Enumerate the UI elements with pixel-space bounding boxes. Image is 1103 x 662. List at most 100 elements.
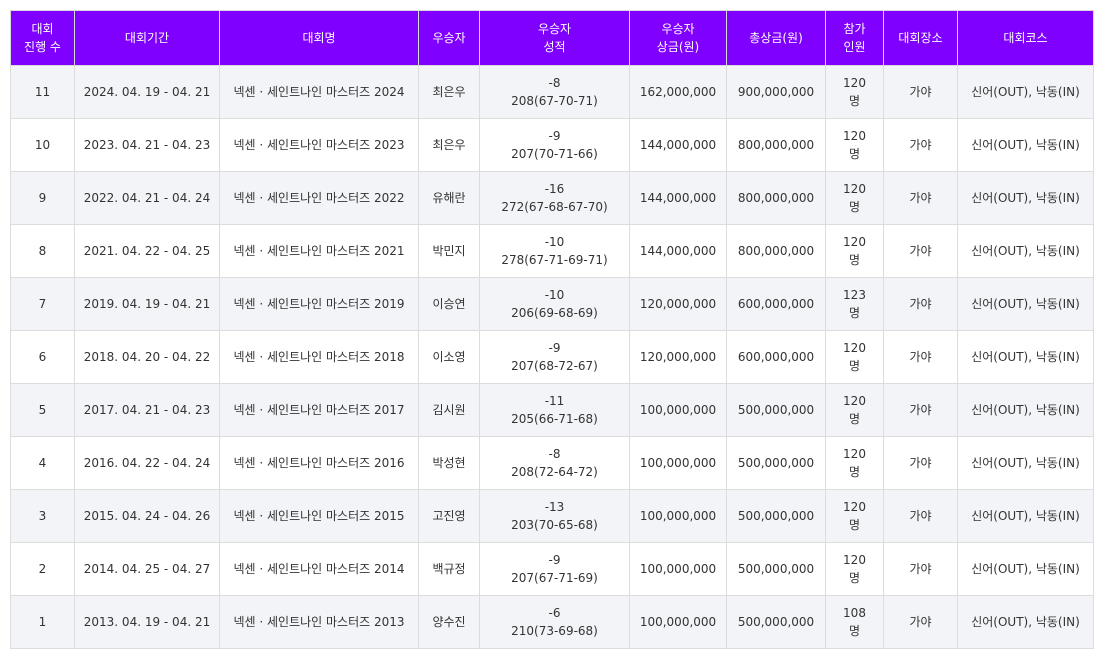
header-course: 대회코스: [957, 10, 1094, 66]
course-cell: 신어(OUT), 낙동(IN): [957, 224, 1094, 278]
venue-cell: 가야: [883, 224, 958, 278]
venue-cell: 가야: [883, 436, 958, 490]
winner-prize-cell: 120,000,000: [629, 330, 727, 384]
tournament-name-cell: 넥센 · 세인트나인 마스터즈 2013: [219, 595, 419, 649]
venue-cell: 가야: [883, 489, 958, 543]
winner-score-cell: -9 207(70-71-66): [479, 118, 630, 172]
period-cell: 2017. 04. 21 - 04. 23: [74, 383, 220, 437]
tournament-name-cell: 넥센 · 세인트나인 마스터즈 2019: [219, 277, 419, 331]
period-cell: 2022. 04. 21 - 04. 24: [74, 171, 220, 225]
winner-prize-cell: 144,000,000: [629, 171, 727, 225]
tournament-name-cell: 넥센 · 세인트나인 마스터즈 2018: [219, 330, 419, 384]
course-cell: 신어(OUT), 낙동(IN): [957, 595, 1094, 649]
participants-cell: 120 명: [825, 118, 884, 172]
winner-score-cell: -9 207(67-71-69): [479, 542, 630, 596]
header-winner-prize: 우승자 상금(원): [629, 10, 727, 66]
winner-prize-cell: 100,000,000: [629, 489, 727, 543]
header-round-count: 대회 진행 수: [10, 10, 75, 66]
header-tournament-name: 대회명: [219, 10, 419, 66]
total-prize-cell: 500,000,000: [726, 383, 826, 437]
table-row: 3 2015. 04. 24 - 04. 26 넥센 · 세인트나인 마스터즈 20…: [10, 489, 1094, 543]
round-count-cell: 11: [10, 65, 75, 119]
table-body: 11 2024. 04. 19 - 04. 21 넥센 · 세인트나인 마스터즈 2…: [10, 65, 1094, 649]
winner-cell: 백규정: [418, 542, 480, 596]
winner-prize-cell: 100,000,000: [629, 436, 727, 490]
period-cell: 2024. 04. 19 - 04. 21: [74, 65, 220, 119]
winner-cell: 유해란: [418, 171, 480, 225]
period-cell: 2014. 04. 25 - 04. 27: [74, 542, 220, 596]
participants-cell: 120 명: [825, 436, 884, 490]
tournament-name-cell: 넥센 · 세인트나인 마스터즈 2021: [219, 224, 419, 278]
participants-cell: 120 명: [825, 330, 884, 384]
header-total-prize: 총상금(원): [726, 10, 826, 66]
tournament-name-cell: 넥센 · 세인트나인 마스터즈 2023: [219, 118, 419, 172]
winner-cell: 고진영: [418, 489, 480, 543]
header-participants: 참가 인원: [825, 10, 884, 66]
total-prize-cell: 500,000,000: [726, 595, 826, 649]
winner-score-cell: -8 208(72-64-72): [479, 436, 630, 490]
winner-score-cell: -8 208(67-70-71): [479, 65, 630, 119]
round-count-cell: 9: [10, 171, 75, 225]
winner-cell: 박성현: [418, 436, 480, 490]
header-venue: 대회장소: [883, 10, 958, 66]
tournament-name-cell: 넥센 · 세인트나인 마스터즈 2017: [219, 383, 419, 437]
venue-cell: 가야: [883, 595, 958, 649]
course-cell: 신어(OUT), 낙동(IN): [957, 65, 1094, 119]
winner-cell: 이승연: [418, 277, 480, 331]
tournament-name-cell: 넥센 · 세인트나인 마스터즈 2022: [219, 171, 419, 225]
winner-score-cell: -6 210(73-69-68): [479, 595, 630, 649]
course-cell: 신어(OUT), 낙동(IN): [957, 436, 1094, 490]
table-row: 1 2013. 04. 19 - 04. 21 넥센 · 세인트나인 마스터즈 20…: [10, 595, 1094, 649]
venue-cell: 가야: [883, 383, 958, 437]
course-cell: 신어(OUT), 낙동(IN): [957, 330, 1094, 384]
table-row: 4 2016. 04. 22 - 04. 24 넥센 · 세인트나인 마스터즈 20…: [10, 436, 1094, 490]
total-prize-cell: 600,000,000: [726, 277, 826, 331]
participants-cell: 108 명: [825, 595, 884, 649]
table-row: 6 2018. 04. 20 - 04. 22 넥센 · 세인트나인 마스터즈 20…: [10, 330, 1094, 384]
table-header-row: 대회 진행 수 대회기간 대회명 우승자 우승자 성적 우승자 상금(원) 총상…: [10, 10, 1094, 66]
round-count-cell: 1: [10, 595, 75, 649]
tournament-history-table: 대회 진행 수 대회기간 대회명 우승자 우승자 성적 우승자 상금(원) 총상…: [10, 10, 1094, 649]
header-winner-score: 우승자 성적: [479, 10, 630, 66]
winner-score-cell: -10 206(69-68-69): [479, 277, 630, 331]
course-cell: 신어(OUT), 낙동(IN): [957, 489, 1094, 543]
table-row: 10 2023. 04. 21 - 04. 23 넥센 · 세인트나인 마스터즈 2…: [10, 118, 1094, 172]
total-prize-cell: 500,000,000: [726, 542, 826, 596]
winner-prize-cell: 100,000,000: [629, 542, 727, 596]
winner-cell: 박민지: [418, 224, 480, 278]
table-row: 5 2017. 04. 21 - 04. 23 넥센 · 세인트나인 마스터즈 20…: [10, 383, 1094, 437]
venue-cell: 가야: [883, 118, 958, 172]
total-prize-cell: 800,000,000: [726, 118, 826, 172]
winner-score-cell: -11 205(66-71-68): [479, 383, 630, 437]
round-count-cell: 2: [10, 542, 75, 596]
venue-cell: 가야: [883, 171, 958, 225]
table-row: 7 2019. 04. 19 - 04. 21 넥센 · 세인트나인 마스터즈 20…: [10, 277, 1094, 331]
winner-cell: 김시원: [418, 383, 480, 437]
round-count-cell: 5: [10, 383, 75, 437]
participants-cell: 120 명: [825, 542, 884, 596]
course-cell: 신어(OUT), 낙동(IN): [957, 171, 1094, 225]
period-cell: 2013. 04. 19 - 04. 21: [74, 595, 220, 649]
winner-prize-cell: 144,000,000: [629, 224, 727, 278]
round-count-cell: 4: [10, 436, 75, 490]
venue-cell: 가야: [883, 542, 958, 596]
table-row: 11 2024. 04. 19 - 04. 21 넥센 · 세인트나인 마스터즈 2…: [10, 65, 1094, 119]
period-cell: 2023. 04. 21 - 04. 23: [74, 118, 220, 172]
total-prize-cell: 500,000,000: [726, 436, 826, 490]
table-row: 9 2022. 04. 21 - 04. 24 넥센 · 세인트나인 마스터즈 20…: [10, 171, 1094, 225]
table-row: 8 2021. 04. 22 - 04. 25 넥센 · 세인트나인 마스터즈 20…: [10, 224, 1094, 278]
venue-cell: 가야: [883, 277, 958, 331]
participants-cell: 120 명: [825, 489, 884, 543]
round-count-cell: 7: [10, 277, 75, 331]
round-count-cell: 3: [10, 489, 75, 543]
participants-cell: 120 명: [825, 383, 884, 437]
header-period: 대회기간: [74, 10, 220, 66]
winner-score-cell: -13 203(70-65-68): [479, 489, 630, 543]
course-cell: 신어(OUT), 낙동(IN): [957, 277, 1094, 331]
tournament-name-cell: 넥센 · 세인트나인 마스터즈 2014: [219, 542, 419, 596]
winner-cell: 양수진: [418, 595, 480, 649]
total-prize-cell: 600,000,000: [726, 330, 826, 384]
winner-score-cell: -9 207(68-72-67): [479, 330, 630, 384]
period-cell: 2019. 04. 19 - 04. 21: [74, 277, 220, 331]
winner-prize-cell: 162,000,000: [629, 65, 727, 119]
